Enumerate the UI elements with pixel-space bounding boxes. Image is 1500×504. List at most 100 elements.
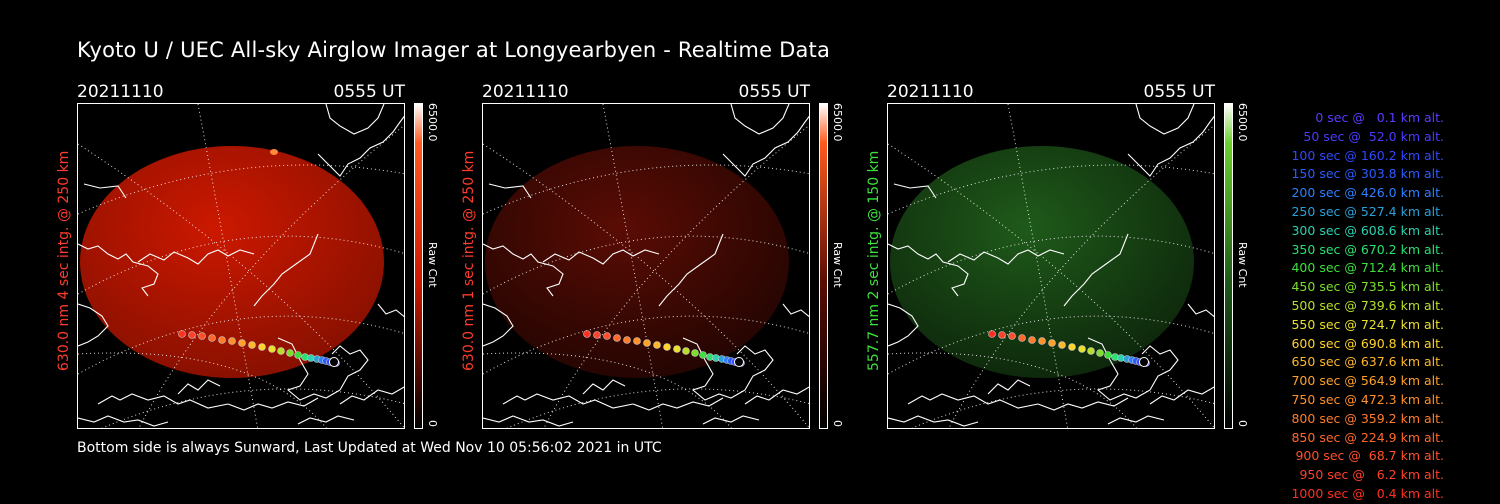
coastline: [1149, 386, 1214, 405]
colorbar-min: 0: [426, 420, 439, 427]
coastline: [893, 183, 937, 199]
trajectory-point: [294, 351, 302, 359]
coastline: [377, 303, 404, 318]
legend-entry: 500 sec @ 739.6 km alt.: [1291, 297, 1444, 313]
coastline: [97, 393, 229, 409]
coastline: [1037, 397, 1129, 411]
trajectory-point: [699, 351, 707, 359]
coastline: [297, 415, 355, 425]
coastline: [722, 115, 809, 177]
trajectory-point: [1058, 341, 1066, 349]
trajectory-point: [1038, 337, 1046, 345]
coastline: [702, 415, 760, 425]
trajectory-point: [691, 349, 699, 357]
coastline: [888, 415, 979, 427]
trajectory-point: [653, 341, 661, 349]
allsky-image: [887, 103, 1215, 429]
lat-lon-gridline: [948, 124, 1214, 428]
coastline: [137, 249, 255, 265]
legend-entry: 200 sec @ 426.0 km alt.: [1291, 185, 1444, 201]
panel-date: 20211110: [887, 82, 974, 102]
trajectory-point: [286, 349, 294, 357]
lat-lon-gridline: [888, 164, 1214, 215]
lat-lon-gridline: [197, 104, 259, 428]
allsky-image: [482, 103, 810, 429]
legend-entry: 0 sec @ 0.1 km alt.: [1315, 110, 1444, 125]
coastline: [1141, 345, 1179, 391]
legend-entry: 700 sec @ 564.9 km alt.: [1291, 373, 1444, 389]
lat-lon-gridline: [483, 352, 732, 428]
legend-entry: 300 sec @ 608.6 km alt.: [1291, 222, 1444, 238]
trajectory-point: [1028, 336, 1036, 344]
station-marker: [1139, 357, 1149, 367]
legend-entry: 250 sec @ 527.4 km alt.: [1291, 203, 1444, 219]
coastline: [658, 233, 724, 307]
coastline: [78, 303, 109, 347]
legend-entry: 450 sec @ 735.5 km alt.: [1291, 279, 1444, 295]
coastline: [736, 345, 774, 391]
legend-entry: 1000 sec @ 0.4 km alt.: [1291, 485, 1444, 501]
trajectory-point: [1018, 334, 1026, 342]
coastline: [582, 379, 626, 395]
legend-entry: 150 sec @ 303.8 km alt.: [1291, 166, 1444, 182]
trajectory-point: [277, 347, 285, 355]
coastline: [947, 249, 1065, 265]
coastline: [483, 303, 514, 347]
panel-filter-label: 557.7 nm 2 sec intg. @ 150 km: [866, 150, 882, 371]
coastline: [987, 379, 1031, 395]
trajectory-point: [218, 336, 226, 344]
legend-entry: 600 sec @ 690.8 km alt.: [1291, 335, 1444, 351]
trajectory-point: [268, 345, 276, 353]
colorbar: [1224, 103, 1233, 429]
trajectory-point: [208, 334, 216, 342]
station-marker: [734, 357, 744, 367]
trajectory-point: [188, 331, 196, 339]
lat-lon-gridline: [888, 235, 1214, 295]
coastline: [331, 345, 369, 391]
legend-entry: 100 sec @ 160.2 km alt.: [1291, 147, 1444, 163]
trajectory-point: [1078, 345, 1086, 353]
coastline: [888, 243, 969, 297]
coastline: [83, 183, 127, 199]
trajectory-point: [198, 332, 206, 340]
colorbar-unit: Raw Cnt: [831, 242, 844, 288]
colorbar-unit: Raw Cnt: [426, 242, 439, 288]
trajectory-point: [238, 339, 246, 347]
lat-lon-gridline: [78, 235, 404, 295]
coastline: [488, 183, 532, 199]
legend-entry: 550 sec @ 724.7 km alt.: [1291, 316, 1444, 332]
coastline: [1187, 303, 1214, 318]
coastline: [339, 386, 404, 405]
panel-time: 0555 UT: [738, 82, 811, 102]
trajectory-point: [633, 337, 641, 345]
sky-field-of-view: [890, 146, 1194, 378]
trajectory-point: [663, 343, 671, 351]
trajectory-point: [623, 336, 631, 344]
coastline: [483, 243, 564, 297]
coastline: [744, 386, 809, 405]
panel-date: 20211110: [482, 82, 569, 102]
colorbar: [414, 103, 423, 429]
coastline: [542, 249, 660, 265]
coastline: [730, 104, 790, 135]
legend-entry: 850 sec @ 224.9 km alt.: [1291, 429, 1444, 445]
colorbar-max: 6500.0: [831, 103, 844, 142]
colorbar-max: 6500.0: [1236, 103, 1249, 142]
trajectory-point: [603, 332, 611, 340]
coastline: [78, 415, 169, 427]
legend-entry: 350 sec @ 670.2 km alt.: [1291, 241, 1444, 257]
allsky-image: [77, 103, 405, 429]
panel-date: 20211110: [77, 82, 164, 102]
lat-lon-gridline: [888, 352, 1137, 428]
coastline: [253, 233, 319, 307]
trajectory-point: [988, 330, 996, 338]
colorbar: [819, 103, 828, 429]
coastline: [227, 397, 319, 411]
panel-time: 0555 UT: [333, 82, 406, 102]
trajectory-point: [583, 330, 591, 338]
sky-field-of-view: [80, 146, 384, 378]
altitude-legend: 0 sec @ 0.1 km alt. 50 sec @ 52.0 km alt.…: [1258, 109, 1444, 504]
lat-lon-gridline: [602, 104, 664, 428]
trajectory-point: [258, 343, 266, 351]
legend-entry: 900 sec @ 68.7 km alt.: [1295, 448, 1444, 464]
